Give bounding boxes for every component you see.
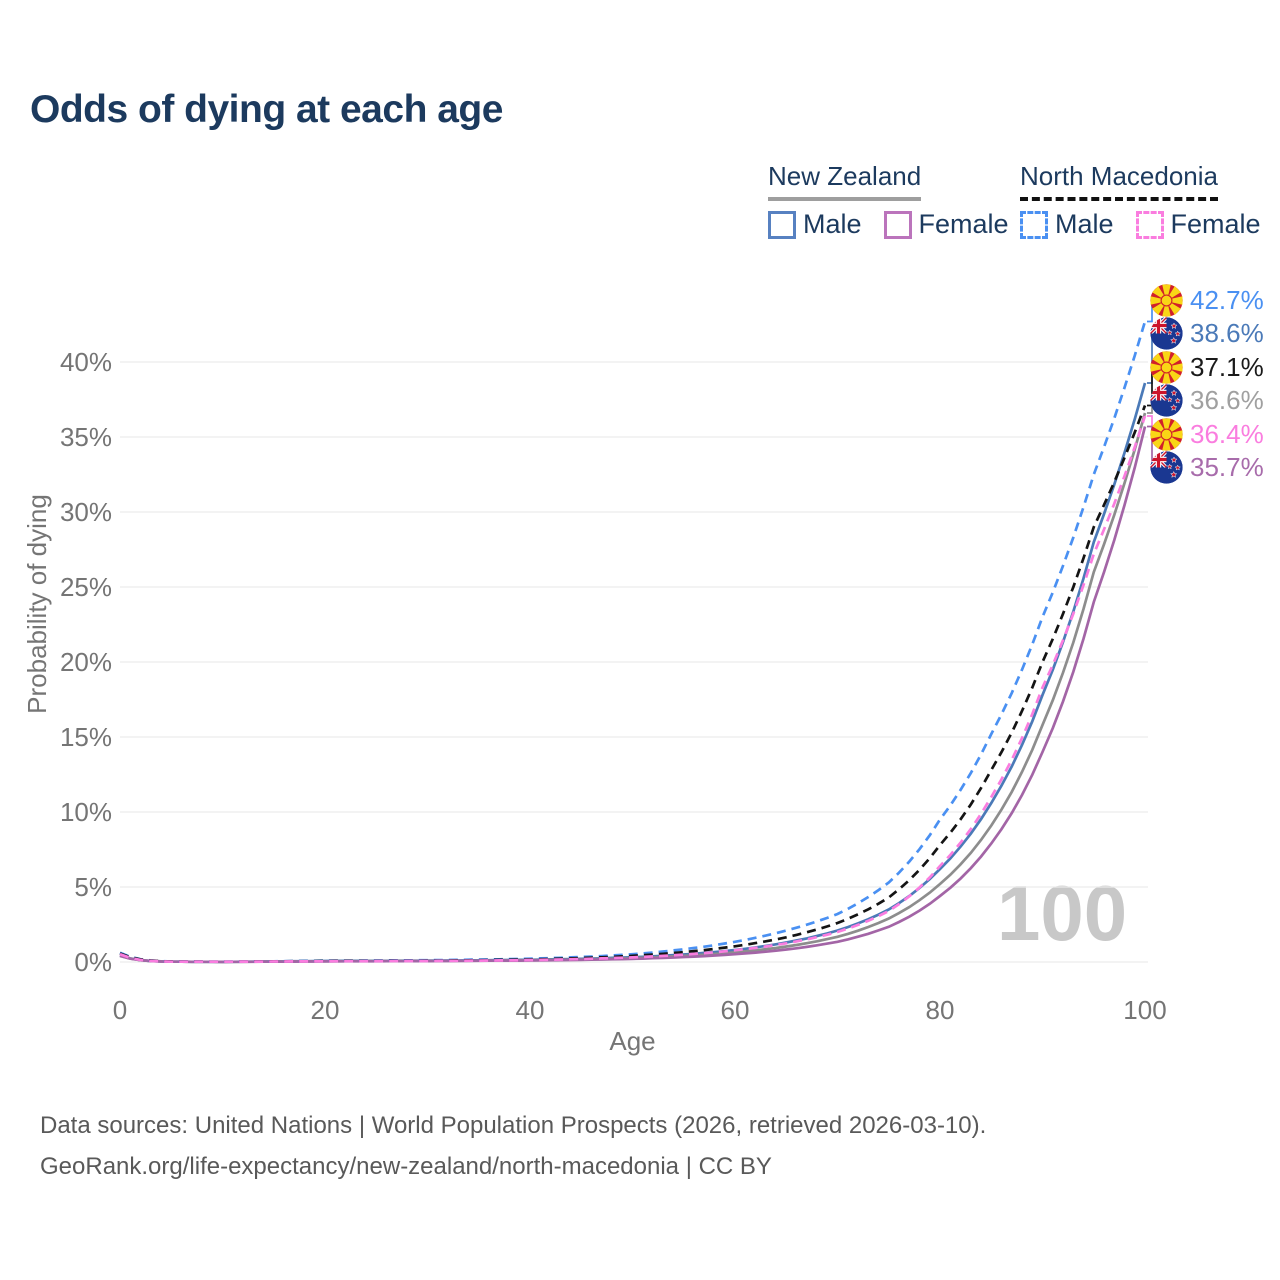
legend: New Zealand Male Female North Macedonia … [0, 161, 1280, 241]
flag-north-macedonia-icon [1150, 417, 1183, 451]
y-tick-label: 35% [60, 422, 112, 452]
y-tick-label: 15% [60, 722, 112, 752]
footer: Data sources: United Nations | World Pop… [40, 1105, 986, 1187]
end-label-value: 36.6% [1190, 385, 1264, 415]
y-tick-label: 40% [60, 347, 112, 377]
flag-north-macedonia-icon [1150, 350, 1183, 384]
legend-item-nm-female[interactable]: Female [1135, 209, 1261, 240]
data-sources-line: Data sources: United Nations | World Pop… [40, 1112, 987, 1139]
x-tick-label: 100 [1123, 995, 1166, 1025]
legend-group-north-macedonia: North Macedonia Male Female [1020, 161, 1261, 240]
x-tick-label: 80 [926, 995, 955, 1025]
nm-male-swatch [1020, 210, 1048, 239]
end-label-nz-total: 36.6% [1150, 384, 1264, 418]
end-label-mk-female: 36.4% [1150, 417, 1264, 451]
legend-item-label: Female [1170, 209, 1261, 239]
y-axis-title: Probability of dying [22, 494, 52, 714]
x-tick-label: 60 [721, 995, 750, 1025]
legend-group-title-new-zealand: New Zealand [768, 161, 922, 201]
y-tick-label: 10% [60, 797, 112, 827]
x-tick-label: 0 [113, 995, 127, 1025]
end-label-mk-male: 42.7% [1150, 283, 1264, 317]
legend-item-nz-male[interactable]: Male [768, 209, 862, 240]
y-tick-label: 5% [74, 872, 112, 902]
series-line-mk-female [119, 415, 1147, 964]
flag-new-zealand-icon [1150, 317, 1183, 350]
y-tick-label: 20% [60, 647, 112, 677]
end-label-nz-male: 38.6% [1150, 317, 1264, 351]
y-tick-label: 30% [60, 497, 112, 527]
flag-north-macedonia-icon [1150, 283, 1183, 317]
series-line-mk-total [119, 405, 1147, 964]
x-axis-title: Age [609, 1026, 655, 1056]
end-label-mk-total: 37.1% [1150, 350, 1264, 384]
age-counter-watermark: 100 [997, 869, 1128, 957]
series-line-nz-total [119, 412, 1147, 964]
nz-female-swatch [883, 210, 912, 239]
end-label-nz-female: 35.7% [1150, 451, 1264, 485]
end-label-value: 37.1% [1190, 351, 1264, 382]
x-tick-label: 40 [516, 995, 545, 1025]
legend-item-label: Male [1055, 209, 1114, 239]
flag-new-zealand-icon [1150, 384, 1183, 417]
series-line-mk-male [119, 321, 1147, 964]
nz-male-swatch [768, 210, 796, 239]
legend-group-title-north-macedonia: North Macedonia [1020, 161, 1218, 201]
end-label-value: 36.4% [1190, 418, 1264, 449]
y-tick-label: 25% [60, 572, 112, 602]
flag-new-zealand-icon [1150, 451, 1183, 484]
nm-female-swatch [1135, 210, 1164, 239]
legend-item-nm-male[interactable]: Male [1020, 209, 1114, 240]
legend-item-nz-female[interactable]: Female [883, 209, 1009, 240]
series-line-nz-male [119, 382, 1147, 964]
axis-ticks: 0% 5% 10% 15% 20% 25% 30% 35% 40% 0 20 40 60 80 100 [60, 347, 1167, 1025]
x-tick-label: 20 [311, 995, 340, 1025]
series-lines [119, 321, 1147, 964]
series-line-nz-female [119, 426, 1147, 964]
gridlines [120, 361, 1148, 963]
y-tick-label: 0% [74, 947, 112, 977]
end-label-value: 38.6% [1190, 318, 1264, 348]
legend-item-label: Female [918, 209, 1009, 239]
end-label-value: 42.7% [1190, 284, 1264, 315]
end-label-value: 35.7% [1190, 452, 1264, 482]
legend-item-label: Male [803, 209, 862, 239]
page-title: Odds of dying at each age [30, 88, 503, 131]
legend-group-new-zealand: New Zealand Male Female [768, 161, 1009, 240]
attribution-line: GeoRank.org/life-expectancy/new-zealand/… [40, 1153, 772, 1180]
